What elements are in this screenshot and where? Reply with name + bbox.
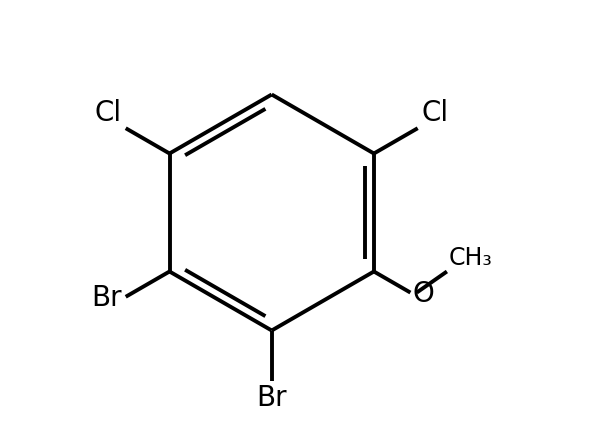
Text: Cl: Cl [94,99,122,127]
Text: Br: Br [257,383,287,411]
Text: CH₃: CH₃ [449,246,493,270]
Text: Br: Br [91,283,122,311]
Text: Cl: Cl [422,99,449,127]
Text: O: O [412,279,434,307]
